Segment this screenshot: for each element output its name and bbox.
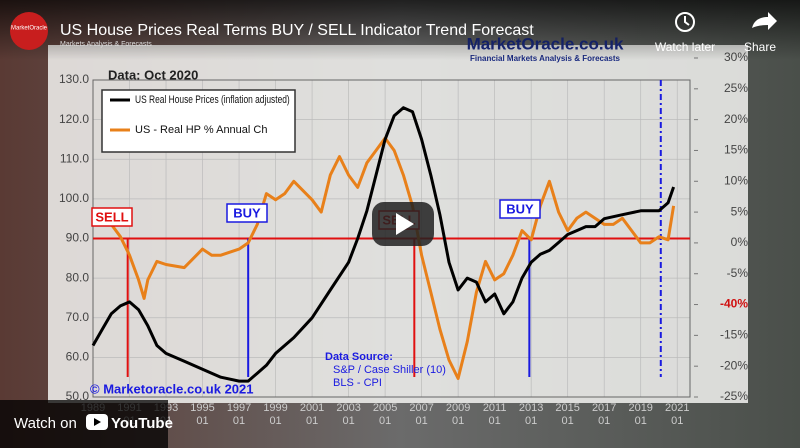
watch-later[interactable]: Watch later — [655, 40, 715, 54]
x-tick-sublabel: 01 — [671, 415, 683, 427]
y-tick-label: 120.0 — [59, 112, 89, 126]
x-tick-sublabel: 01 — [342, 415, 354, 427]
y-tick-label: 110.0 — [60, 151, 89, 165]
y2-tick-label: 25% — [724, 81, 748, 95]
y2-tick-label: -20% — [720, 358, 748, 372]
play-icon — [396, 213, 414, 235]
x-tick-label: 2011 — [483, 402, 507, 414]
y-tick-label: 60.0 — [66, 350, 90, 364]
data-note: Data: Oct 2020 — [108, 67, 198, 82]
avatar-text: MarketOracle — [11, 26, 48, 32]
series-line — [91, 106, 676, 383]
x-tick-sublabel: 01 — [379, 415, 391, 427]
y-tick-label: 50.0 — [66, 389, 90, 403]
annotation-box — [499, 199, 541, 219]
watch-on-bar[interactable] — [0, 400, 168, 448]
x-tick-sublabel: 01 — [233, 415, 245, 427]
x-tick-sublabel: 01 — [598, 415, 610, 427]
x-tick-sublabel: 01 — [525, 415, 537, 427]
y-tick-label: 90.0 — [66, 231, 90, 245]
legend-box — [101, 89, 296, 153]
x-tick-sublabel: 01 — [452, 415, 464, 427]
youtube-wordmark: YouTube — [111, 415, 173, 432]
channel-subtitle: Markets Analysis & Forecasts — [60, 41, 152, 48]
y2-tick-label: -25% — [720, 389, 748, 403]
share[interactable]: Share — [744, 40, 776, 54]
y2-tick-label: 15% — [724, 143, 748, 157]
y-tick-label: 80.0 — [66, 270, 90, 284]
video-title[interactable]: US House Prices Real Terms BUY / SELL In… — [60, 22, 534, 39]
x-tick-label: 2003 — [336, 402, 360, 414]
y2-tick-label: 10% — [724, 173, 748, 187]
y2-tick-label: 20% — [724, 112, 748, 126]
x-tick-sublabel: 01 — [489, 415, 501, 427]
x-tick-sublabel: 01 — [306, 415, 318, 427]
y-tick-label: 70.0 — [66, 310, 90, 324]
y-tick-label: 100.0 — [59, 191, 89, 205]
share-icon[interactable] — [752, 12, 777, 30]
copyright: © Marketoracle.co.uk 2021 — [90, 381, 254, 396]
y2-tick-label: -15% — [720, 328, 748, 342]
x-tick-label: 2005 — [373, 402, 397, 414]
y2-tick-label: 5% — [731, 204, 749, 218]
y2-tick-label: 0% — [731, 235, 749, 249]
plot: 50.0 60.0 70.0 80.0 90.0 100.0 110.0 120.0 130.0… — [59, 34, 748, 426]
x-tick-label: 2009 — [446, 402, 470, 414]
x-tick-label: 2019 — [628, 402, 652, 414]
legend-label: US - Real HP % Annual Ch — [135, 124, 267, 136]
y-tick-label: 130.0 — [59, 72, 89, 86]
x-tick-sublabel: 01 — [635, 415, 647, 427]
legend-label: US Real House Prices (inflation adjusted… — [135, 94, 290, 106]
x-tick-label: 2017 — [592, 402, 616, 414]
x-tick-label: 1995 — [190, 402, 214, 414]
y2-tick-label: -40% — [720, 297, 748, 311]
x-tick-sublabel: 01 — [562, 415, 574, 427]
source-title: Data Source: — [325, 351, 393, 363]
source-line: S&P / Case Shiller (10) — [333, 364, 446, 376]
x-tick-sublabel: 01 — [269, 415, 281, 427]
x-tick-label: 2015 — [555, 402, 579, 414]
x-tick-label: 1999 — [263, 402, 287, 414]
watch-later-icon[interactable] — [675, 12, 695, 32]
annotation: BUY — [233, 205, 261, 220]
y2-tick-label: -5% — [727, 266, 749, 280]
x-tick-label: 2021 — [665, 402, 689, 414]
x-tick-label: 2001 — [300, 402, 324, 414]
x-tick-label: 1997 — [227, 402, 251, 414]
annotation: BUY — [506, 201, 534, 216]
annotation: SELL — [95, 209, 128, 224]
clock-hand — [684, 16, 690, 26]
channel-avatar[interactable] — [10, 12, 48, 50]
x-tick-label: 2007 — [409, 402, 433, 414]
youtube-logo-play — [94, 418, 101, 426]
series-line — [92, 136, 676, 380]
watch-on[interactable]: Watch on — [14, 415, 77, 432]
top-bar — [0, 0, 800, 60]
source-line: BLS - CPI — [333, 377, 382, 389]
x-tick-sublabel: 01 — [196, 415, 208, 427]
annotation-box — [91, 207, 133, 227]
x-tick-label: 2013 — [519, 402, 543, 414]
annotation-box — [226, 203, 268, 223]
x-tick-sublabel: 01 — [415, 415, 427, 427]
